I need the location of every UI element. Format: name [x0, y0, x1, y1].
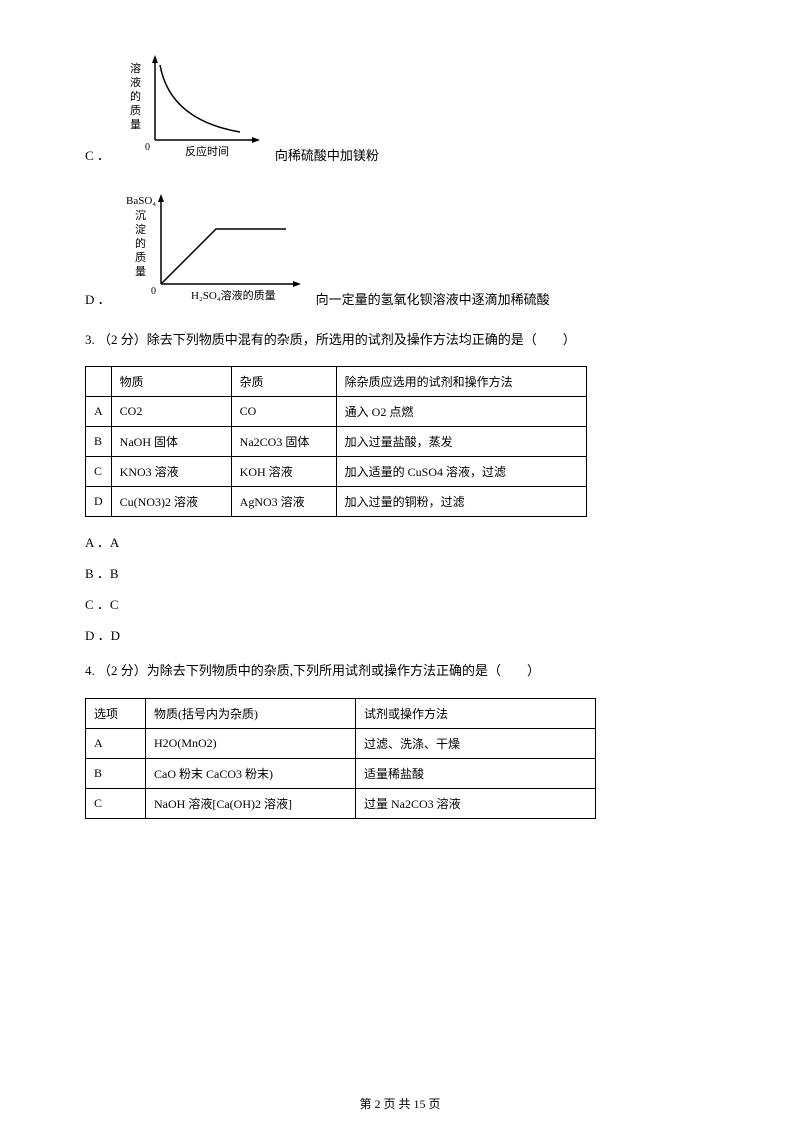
q3-r0-c1: CO2 — [111, 397, 231, 427]
table-row: C KNO3 溶液 KOH 溶液 加入适量的 CuSO4 溶液，过滤 — [86, 457, 587, 487]
option-item: C ．C — [85, 594, 715, 613]
option-item: A ．A — [85, 532, 715, 551]
chart-d-svg: BaSO₄ 沉 淀 的 质 量 0 H₂SO₄溶液的质量 — [121, 189, 311, 304]
q4-r1-c2: 适量稀盐酸 — [356, 758, 596, 788]
option-item: B ．B — [85, 563, 715, 582]
q4-header-1: 物质(括号内为杂质) — [146, 698, 356, 728]
svg-text:淀: 淀 — [135, 222, 146, 236]
svg-text:量: 量 — [130, 118, 141, 131]
q4-r0-c2: 过滤、洗涤、干燥 — [356, 728, 596, 758]
svg-text:的: 的 — [130, 89, 141, 103]
svg-text:0: 0 — [145, 142, 150, 153]
table-row: 物质 杂质 除杂质应选用的试剂和操作方法 — [86, 367, 587, 397]
q3-header-1: 物质 — [111, 367, 231, 397]
chart-d-xlabel: H₂SO₄溶液的质量 — [191, 288, 276, 302]
page-footer: 第 2 页 共 15 页 — [0, 1095, 800, 1112]
question-3-text: 3. （2 分）除去下列物质中混有的杂质，所选用的试剂及操作方法均正确的是（ ） — [85, 328, 715, 351]
q3-r1-c1: NaOH 固体 — [111, 427, 231, 457]
q3-r2-c0: C — [86, 457, 112, 487]
question-3-table: 物质 杂质 除杂质应选用的试剂和操作方法 A CO2 CO 通入 O2 点燃 B… — [85, 366, 587, 517]
svg-text:质: 质 — [130, 104, 141, 117]
q3-r1-c3: 加入过量盐酸，蒸发 — [336, 427, 586, 457]
q3-r1-c0: B — [86, 427, 112, 457]
option-item: D ．D — [85, 625, 715, 644]
question-4-table: 选项 物质(括号内为杂质) 试剂或操作方法 A H2O(MnO2) 过滤、洗涤、… — [85, 698, 596, 819]
q3-header-3: 除杂质应选用的试剂和操作方法 — [336, 367, 586, 397]
chart-c-container: C ． 溶 液 的 质 量 0 反应时间 向稀硫酸中加镁粉 — [85, 50, 750, 164]
q3-r3-c0: D — [86, 487, 112, 517]
table-row: D Cu(NO3)2 溶液 AgNO3 溶液 加入过量的铜粉，过滤 — [86, 487, 587, 517]
table-row: A H2O(MnO2) 过滤、洗涤、干燥 — [86, 728, 596, 758]
chart-c-svg: 溶 液 的 质 量 0 反应时间 — [120, 50, 270, 160]
chart-d-description: 向一定量的氢氧化钡溶液中逐滴加稀硫酸 — [316, 289, 550, 308]
q4-r2-c0: C — [86, 788, 146, 818]
table-row: B CaO 粉末 CaCO3 粉末) 适量稀盐酸 — [86, 758, 596, 788]
q3-r3-c2: AgNO3 溶液 — [231, 487, 336, 517]
q4-r2-c1: NaOH 溶液[Ca(OH)2 溶液] — [146, 788, 356, 818]
svg-text:质: 质 — [135, 251, 146, 264]
q3-r0-c3: 通入 O2 点燃 — [336, 397, 586, 427]
table-row: A CO2 CO 通入 O2 点燃 — [86, 397, 587, 427]
q4-r0-c1: H2O(MnO2) — [146, 728, 356, 758]
q4-r1-c1: CaO 粉末 CaCO3 粉末) — [146, 758, 356, 788]
q4-header-2: 试剂或操作方法 — [356, 698, 596, 728]
q3-r2-c3: 加入适量的 CuSO4 溶液，过滤 — [336, 457, 586, 487]
q3-r1-c2: Na2CO3 固体 — [231, 427, 336, 457]
chart-c-description: 向稀硫酸中加镁粉 — [275, 145, 379, 164]
chart-d: BaSO₄ 沉 淀 的 质 量 0 H₂SO₄溶液的质量 — [121, 189, 311, 308]
svg-text:量: 量 — [135, 265, 146, 278]
table-row: B NaOH 固体 Na2CO3 固体 加入过量盐酸，蒸发 — [86, 427, 587, 457]
chart-d-container: D ． BaSO₄ 沉 淀 的 质 量 0 H₂SO₄溶液的质量 向一定量的氢氧… — [85, 189, 750, 308]
chart-c: 溶 液 的 质 量 0 反应时间 — [120, 50, 270, 164]
q4-r1-c0: B — [86, 758, 146, 788]
chart-d-yheader: BaSO₄ — [126, 195, 156, 207]
q3-r3-c1: Cu(NO3)2 溶液 — [111, 487, 231, 517]
question-3-options: A ．A B ．B C ．C D ．D — [85, 532, 715, 644]
q3-r0-c0: A — [86, 397, 112, 427]
option-c-label: C ． — [85, 145, 110, 164]
q3-r3-c3: 加入过量的铜粉，过滤 — [336, 487, 586, 517]
q4-r2-c2: 过量 Na2CO3 溶液 — [356, 788, 596, 818]
q3-r2-c2: KOH 溶液 — [231, 457, 336, 487]
q3-r2-c1: KNO3 溶液 — [111, 457, 231, 487]
q3-r0-c2: CO — [231, 397, 336, 427]
svg-text:液: 液 — [130, 75, 141, 89]
q3-header-2: 杂质 — [231, 367, 336, 397]
option-d-label: D ． — [85, 289, 111, 308]
chart-c-xlabel: 反应时间 — [185, 144, 229, 158]
svg-text:0: 0 — [151, 286, 156, 297]
q3-header-0 — [86, 367, 112, 397]
svg-text:的: 的 — [135, 236, 146, 250]
table-row: C NaOH 溶液[Ca(OH)2 溶液] 过量 Na2CO3 溶液 — [86, 788, 596, 818]
chart-c-ylabel-1: 溶 — [130, 61, 141, 75]
svg-text:沉: 沉 — [135, 209, 146, 222]
q4-r0-c0: A — [86, 728, 146, 758]
table-row: 选项 物质(括号内为杂质) 试剂或操作方法 — [86, 698, 596, 728]
q4-header-0: 选项 — [86, 698, 146, 728]
question-4-text: 4. （2 分）为除去下列物质中的杂质,下列所用试剂或操作方法正确的是（ ） — [85, 659, 715, 682]
